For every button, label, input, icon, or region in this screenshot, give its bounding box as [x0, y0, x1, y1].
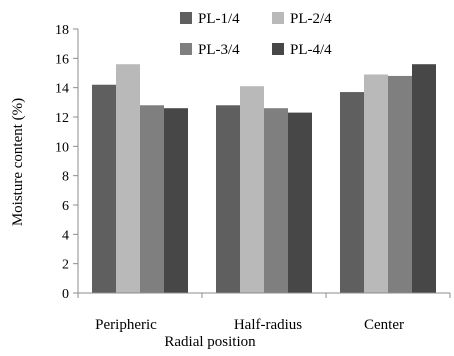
x-tick-label: Half-radius [234, 317, 302, 333]
bar-peripheric-pl-1-4 [92, 84, 116, 293]
bars-group [92, 64, 436, 294]
legend-swatch [272, 12, 284, 24]
legend-label: PL-3/4 [198, 42, 240, 58]
axes-group [77, 29, 451, 298]
y-tick-label: 10 [55, 140, 69, 155]
bar-peripheric-pl-4-4 [164, 108, 188, 293]
legend-swatch [180, 12, 192, 24]
bar-center-pl-3-4 [388, 75, 412, 293]
x-tick-label: Center [364, 317, 404, 333]
x-tick-labels-group: Peripheric Half-radius Center [95, 317, 404, 333]
y-tick-label: 0 [62, 287, 69, 302]
legend-swatch [180, 43, 192, 55]
y-ticks-group: 0 2 4 6 8 10 12 14 16 18 [55, 23, 78, 302]
bar-half-radius-pl-3-4 [264, 108, 288, 293]
bar-half-radius-pl-4-4 [288, 112, 312, 293]
y-tick-label: 14 [55, 82, 69, 97]
legend-label: PL-2/4 [290, 11, 332, 27]
bar-center-pl-1-4 [340, 92, 364, 293]
y-tick-label: 18 [55, 23, 69, 38]
y-tick-label: 2 [62, 258, 69, 273]
bar-half-radius-pl-1-4 [216, 105, 240, 294]
y-tick-label: 12 [55, 111, 69, 126]
bar-peripheric-pl-2-4 [116, 64, 140, 293]
bar-half-radius-pl-2-4 [240, 86, 264, 293]
y-tick-label: 8 [62, 170, 69, 185]
bar-peripheric-pl-3-4 [140, 105, 164, 294]
x-axis-title: Radial position [164, 334, 256, 350]
bar-center-pl-4-4 [412, 64, 436, 293]
legend: PL-1/4 PL-2/4 PL-3/4 PL-4/4 [180, 11, 332, 58]
legend-label: PL-1/4 [198, 11, 240, 27]
legend-swatch [272, 43, 284, 55]
legend-label: PL-4/4 [290, 42, 332, 58]
bar-center-pl-2-4 [364, 74, 388, 293]
y-tick-label: 16 [55, 52, 69, 67]
x-tick-label: Peripheric [95, 317, 157, 333]
y-axis-title: Moisture content (%) [10, 98, 26, 226]
y-tick-label: 4 [62, 228, 69, 243]
y-tick-label: 6 [62, 199, 69, 214]
